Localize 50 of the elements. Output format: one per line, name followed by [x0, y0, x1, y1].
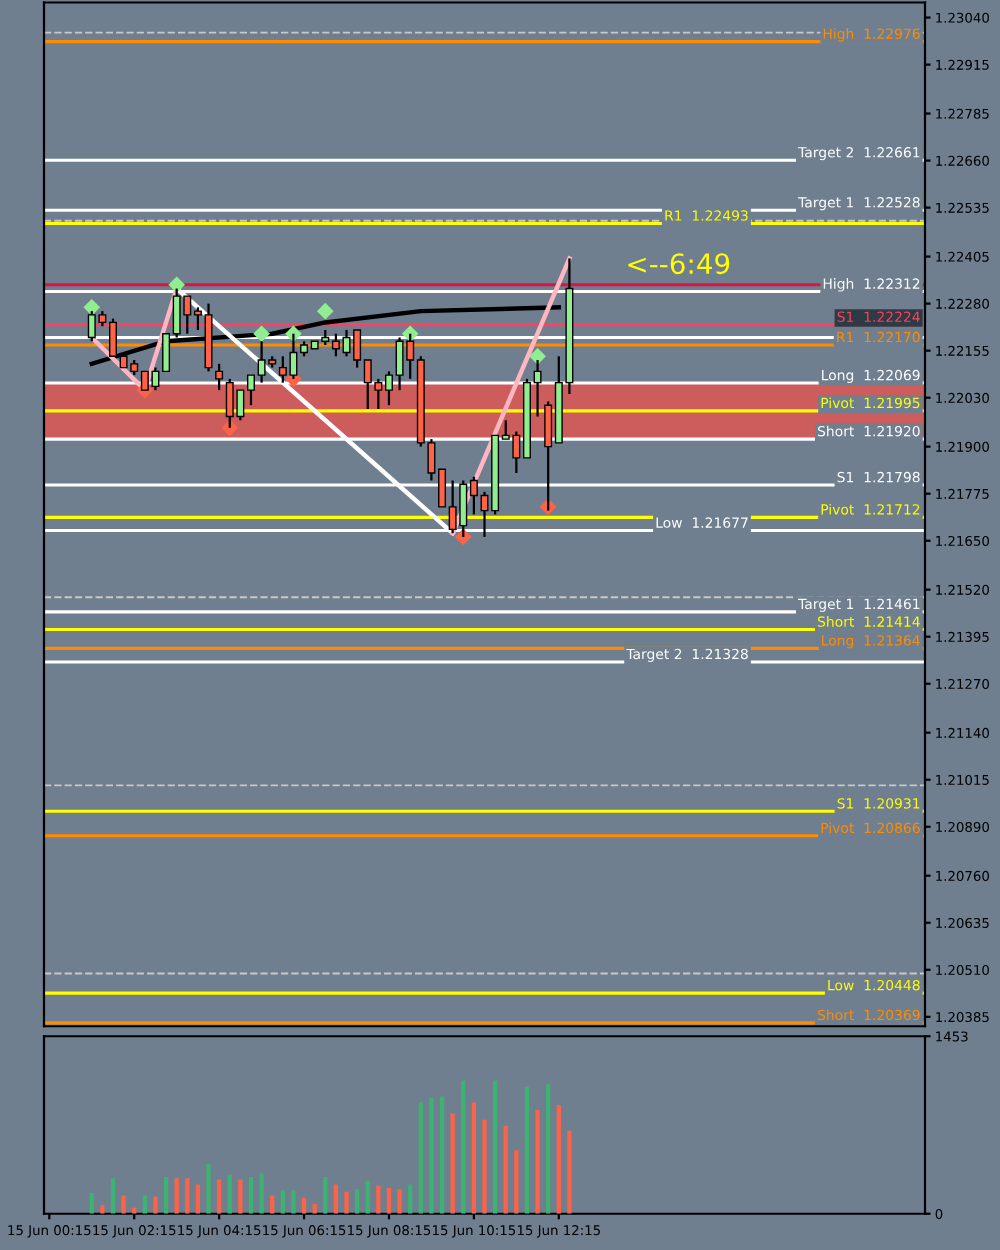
bar	[100, 1205, 105, 1214]
bar	[121, 1195, 126, 1214]
bar	[248, 1177, 254, 1214]
point	[168, 276, 186, 294]
bar	[142, 1195, 147, 1214]
bar	[429, 1097, 434, 1214]
bar	[110, 1178, 116, 1214]
bar	[567, 1130, 572, 1214]
bar	[270, 1195, 275, 1214]
bar	[376, 1185, 381, 1214]
bar	[482, 1119, 487, 1214]
bar	[556, 1105, 561, 1214]
bar	[89, 1192, 94, 1214]
bar	[524, 1086, 530, 1214]
bar	[492, 1080, 498, 1214]
bar	[503, 1125, 508, 1214]
bar	[365, 1180, 370, 1214]
bar	[153, 1196, 158, 1214]
bar	[323, 1177, 328, 1214]
bar	[333, 1184, 339, 1214]
bar	[206, 1163, 211, 1214]
bar	[418, 1102, 423, 1214]
point	[83, 299, 101, 316]
point	[529, 347, 546, 365]
bar	[344, 1191, 349, 1214]
bar	[450, 1113, 455, 1214]
bar	[195, 1184, 201, 1214]
bar	[259, 1173, 264, 1214]
bar	[238, 1179, 243, 1214]
bar	[439, 1096, 445, 1214]
bar	[461, 1080, 466, 1214]
bar	[185, 1178, 190, 1214]
bar	[291, 1190, 296, 1214]
bar	[355, 1189, 360, 1214]
bar	[163, 1177, 169, 1214]
point	[253, 325, 270, 343]
bar	[514, 1150, 519, 1214]
bar	[535, 1109, 540, 1214]
bar	[471, 1102, 477, 1214]
bar	[174, 1178, 179, 1214]
bar	[397, 1189, 402, 1214]
bar	[546, 1084, 551, 1214]
bar	[408, 1184, 413, 1214]
bar	[217, 1179, 222, 1214]
annotation: <--6:49	[628, 253, 730, 275]
bar	[301, 1197, 307, 1214]
candlestick	[215, 362, 224, 392]
bar	[386, 1188, 392, 1214]
point	[316, 302, 334, 320]
bar	[227, 1174, 232, 1214]
